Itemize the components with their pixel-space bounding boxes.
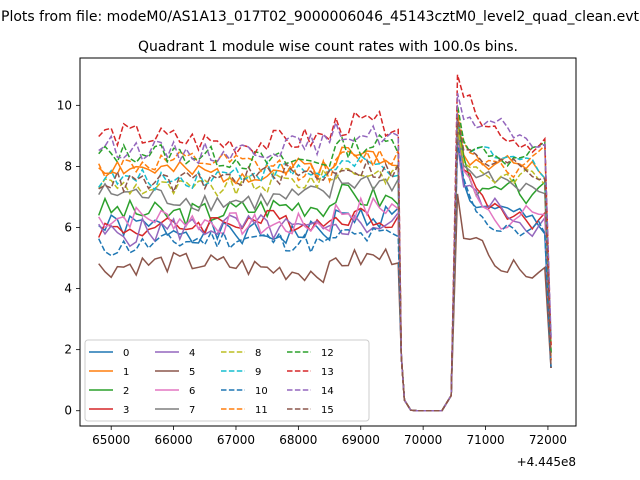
plot-lines: [97, 74, 552, 412]
y-tick-label: 10: [57, 98, 72, 112]
x-tick-label: 71000: [466, 433, 504, 447]
y-tick-label: 6: [64, 220, 72, 234]
series-line-8: [98, 126, 552, 412]
legend-label-11: 11: [255, 405, 268, 416]
figure-suptitle: Plots from file: modeM0/AS1A13_017T02_90…: [1, 9, 639, 25]
series-line-15: [98, 117, 552, 412]
legend-label-13: 13: [321, 367, 334, 378]
x-tick-label: 65000: [92, 433, 130, 447]
legend-label-7: 7: [189, 405, 195, 416]
series-line-5: [98, 193, 552, 412]
series-line-14: [98, 92, 552, 412]
x-offset-label: +4.445e8: [517, 455, 576, 469]
legend-label-5: 5: [189, 367, 195, 378]
x-tick-label: 68000: [279, 433, 317, 447]
y-tick-label: 0: [64, 404, 72, 418]
y-axis: 0 2 4 6 8 10: [57, 98, 80, 418]
legend-label-6: 6: [189, 386, 195, 397]
y-tick-label: 8: [64, 159, 72, 173]
series-line-10: [98, 141, 552, 412]
legend-label-10: 10: [255, 386, 268, 397]
x-tick-label: 67000: [217, 433, 255, 447]
y-tick-label: 4: [64, 282, 72, 296]
legend-label-4: 4: [189, 348, 195, 359]
legend-box: [84, 339, 370, 422]
legend-label-3: 3: [123, 405, 129, 416]
x-axis: 65000 66000 67000 68000 69000 70000 71000 72000: [92, 426, 567, 447]
legend-label-15: 15: [321, 405, 334, 416]
series-line-12: [98, 105, 552, 412]
series-line-6: [98, 138, 552, 412]
y-tick-label: 2: [64, 343, 72, 357]
plot-frame: [79, 57, 577, 427]
series-line-0: [98, 135, 552, 412]
x-tick-label: 66000: [154, 433, 192, 447]
x-tick-label: 69000: [342, 433, 380, 447]
legend-label-14: 14: [321, 386, 334, 397]
series-line-11: [98, 111, 552, 412]
legend-label-1: 1: [123, 367, 129, 378]
series-line-4: [98, 144, 552, 412]
chart-title: Quadrant 1 module wise count rates with …: [138, 39, 518, 55]
legend-label-8: 8: [255, 348, 261, 359]
x-tick-label: 70000: [404, 433, 442, 447]
x-tick-label: 72000: [529, 433, 567, 447]
series-line-9: [98, 120, 552, 412]
legend-label-0: 0: [123, 348, 129, 359]
legend-label-9: 9: [255, 367, 261, 378]
series-line-7: [98, 132, 552, 412]
legend-label-2: 2: [123, 386, 129, 397]
legend-label-12: 12: [321, 348, 334, 359]
